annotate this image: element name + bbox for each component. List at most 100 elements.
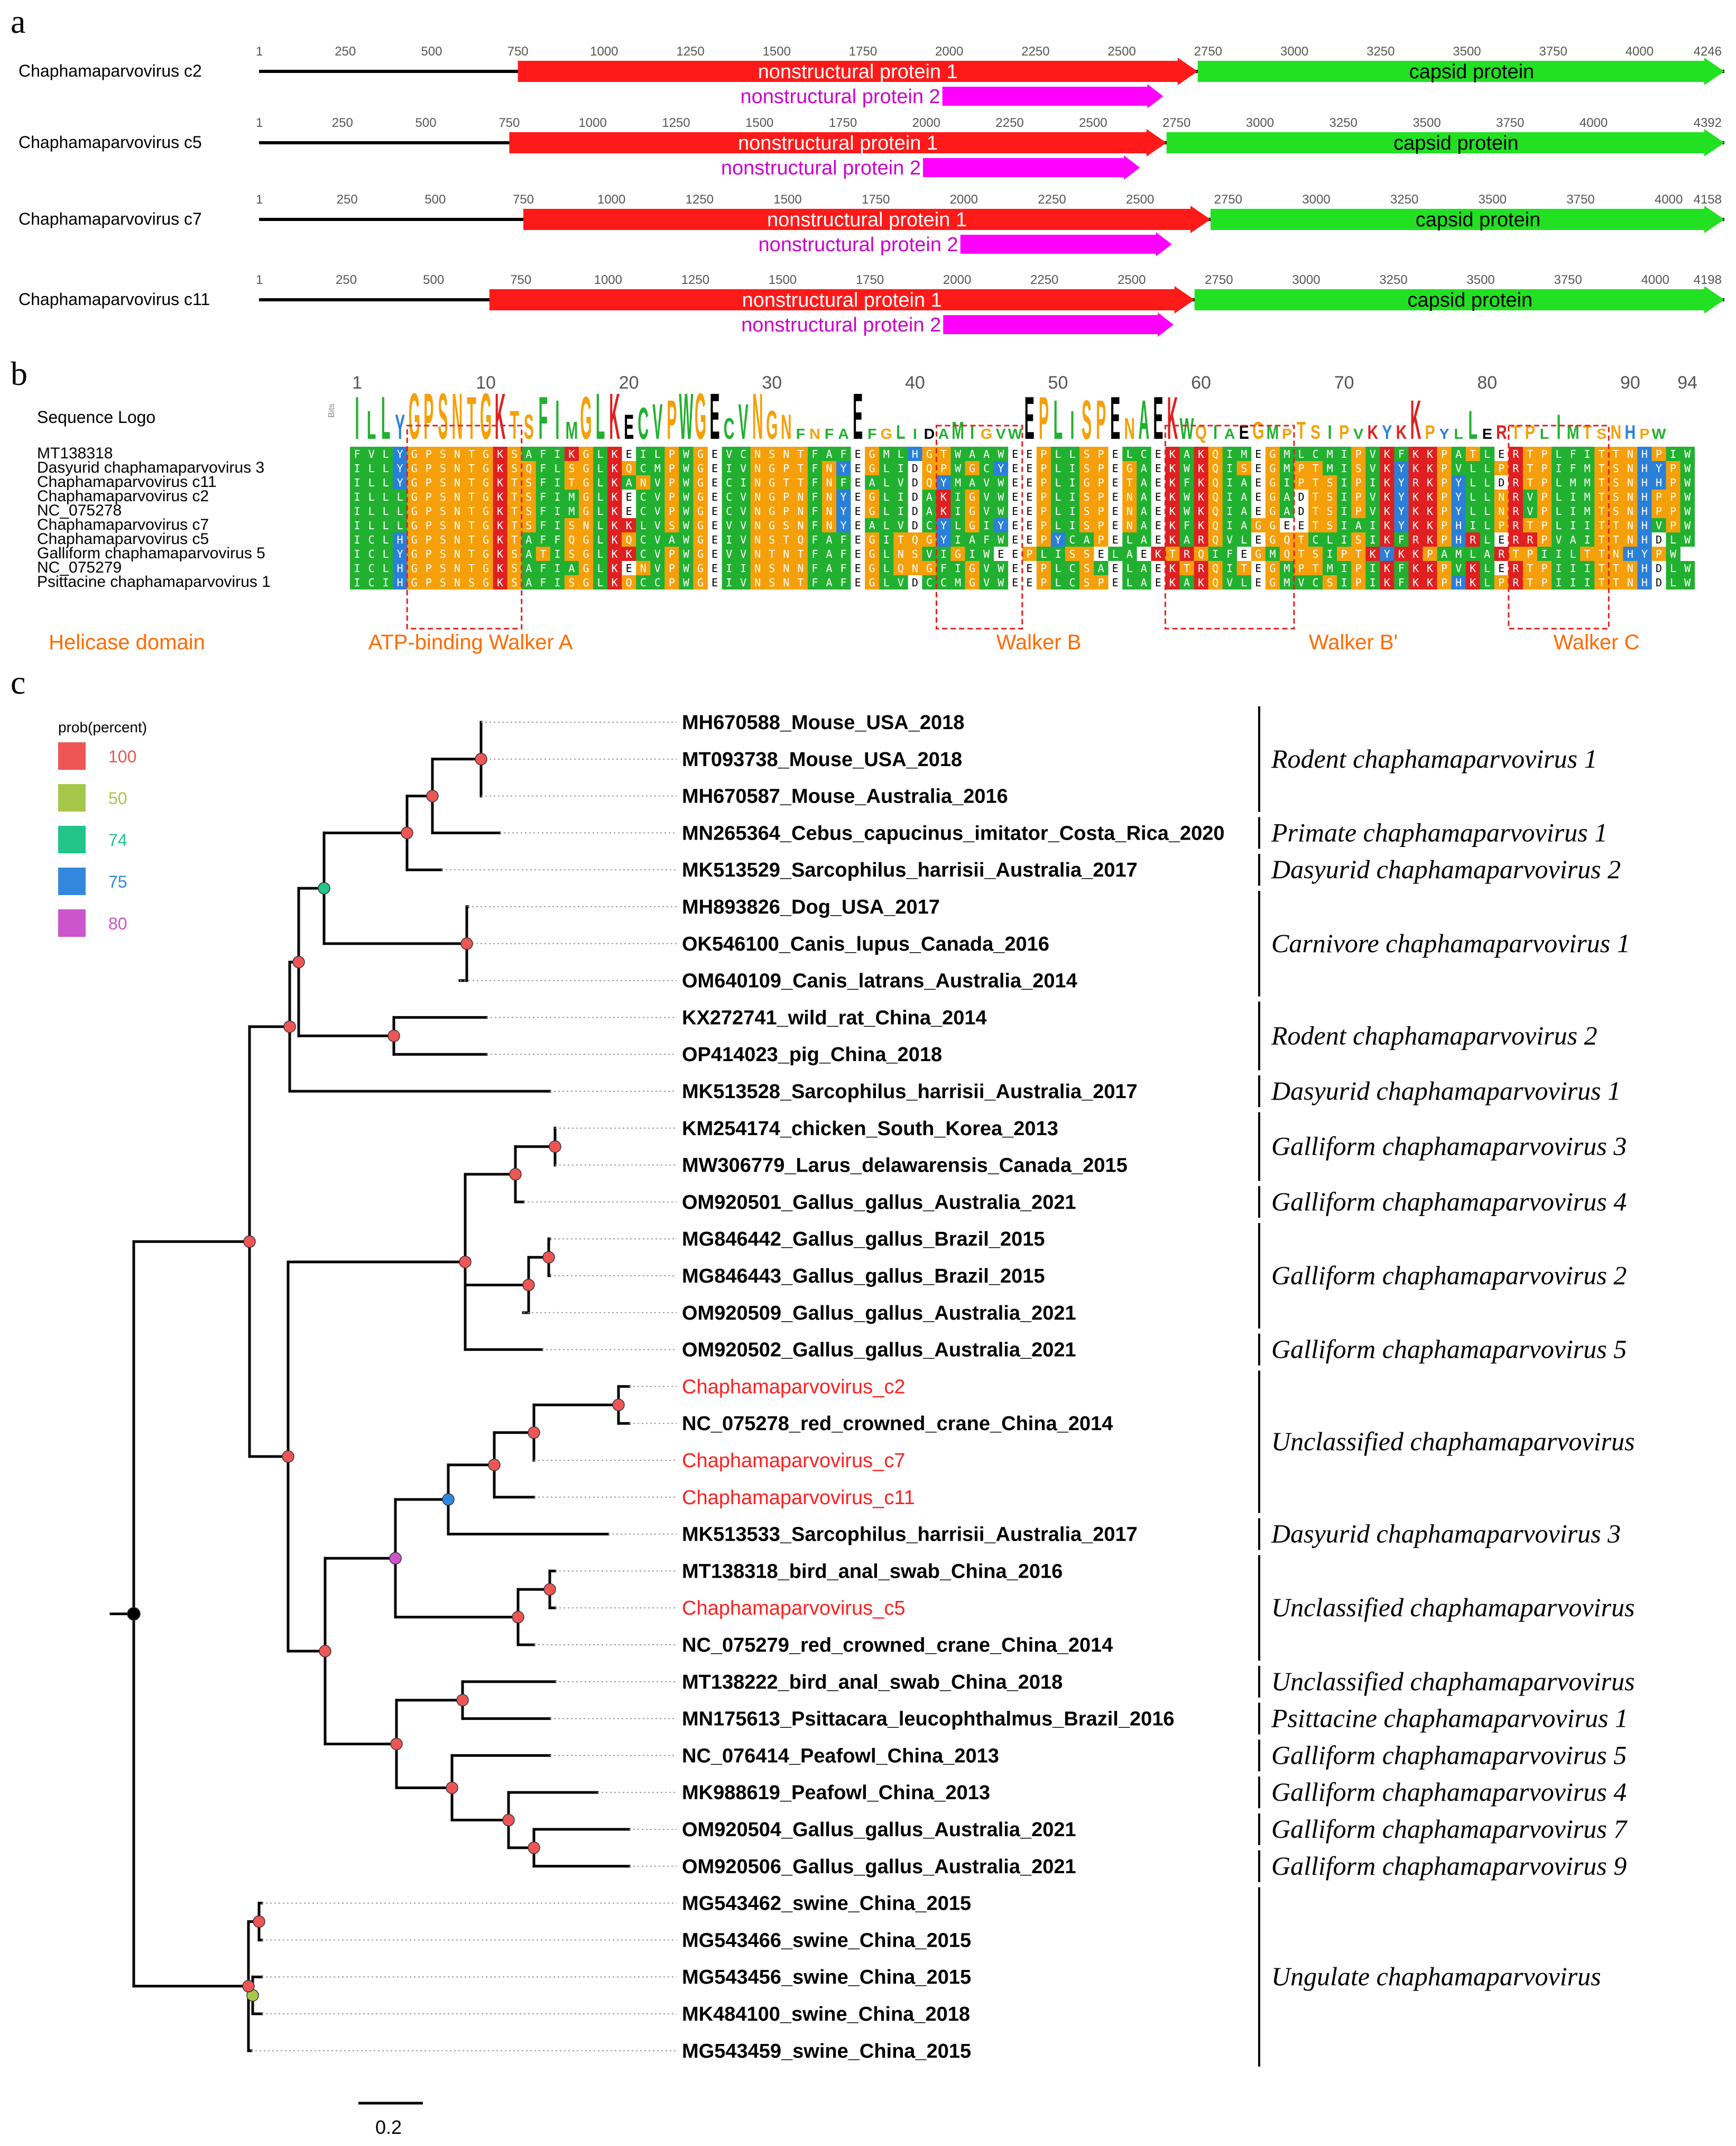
residue-cell — [507, 461, 522, 475]
residue: S — [912, 548, 918, 560]
residue: E — [1112, 476, 1119, 489]
residue-cell — [1451, 504, 1466, 518]
residue: N — [783, 562, 789, 575]
residue-cell — [1380, 447, 1395, 461]
logo-letter: T — [1511, 422, 1520, 444]
residue: A — [525, 448, 532, 460]
clade-label: Galliform chaphamaparvovirus 7 — [1271, 1814, 1628, 1844]
residue: G — [483, 448, 489, 460]
tip-label: MG846443_Gallus_gallus_Brazil_2015 — [682, 1265, 1045, 1287]
legend-swatch — [58, 868, 86, 895]
residue-cell — [893, 447, 908, 461]
residue: G — [869, 448, 875, 460]
residue: I — [383, 576, 389, 589]
residue: G — [926, 448, 932, 460]
residue-cell — [1079, 475, 1094, 490]
node-support — [253, 1915, 265, 1928]
residue: W — [998, 491, 1004, 503]
residue-cell — [1279, 475, 1295, 490]
residue: G — [697, 476, 704, 489]
residue: I — [955, 491, 961, 503]
residue: T — [1298, 548, 1304, 560]
residue: G — [411, 548, 418, 560]
residue: G — [583, 448, 589, 460]
residue-cell — [764, 461, 780, 475]
clade-label: Unclassified chaphamaparvovirus — [1271, 1426, 1635, 1456]
residue: L — [1241, 533, 1247, 546]
residue-cell — [564, 447, 579, 461]
residue: I — [554, 519, 560, 532]
residue-cell — [1651, 490, 1666, 504]
residue-cell — [650, 475, 665, 490]
residue-cell — [1637, 504, 1652, 518]
residue: I — [354, 548, 361, 560]
residue: I — [726, 576, 732, 589]
residue: I — [1541, 548, 1547, 560]
residue-cell — [979, 490, 994, 504]
node-support — [292, 955, 305, 969]
sequence-name: Dasyurid chaphamaparvovirus 3 — [37, 459, 264, 476]
residue: L — [1126, 448, 1133, 460]
residue: G — [1269, 505, 1276, 518]
residue-cell — [836, 504, 851, 518]
residue-cell — [364, 461, 379, 475]
residue: C — [983, 462, 990, 475]
residue: W — [683, 448, 690, 460]
residue: H — [1455, 519, 1462, 532]
residue: N — [454, 562, 460, 575]
residue: S — [440, 505, 446, 518]
residue: G — [697, 576, 704, 589]
residue: L — [1556, 505, 1562, 518]
residue: K — [1427, 476, 1433, 489]
logo-letter: N — [809, 426, 820, 441]
residue: N — [754, 519, 761, 532]
ns2-arrow — [960, 232, 1172, 256]
logo-letter: P — [1639, 426, 1649, 441]
residue: V — [1455, 562, 1462, 575]
position-tick: 1750 — [829, 116, 857, 130]
residue: V — [1527, 491, 1533, 503]
residue: E — [855, 476, 861, 489]
residue-cell — [421, 518, 436, 532]
residue: E — [1255, 462, 1261, 475]
residue-cell — [593, 504, 608, 518]
residue-cell — [679, 461, 694, 475]
residue-cell — [1537, 461, 1552, 475]
residue: E — [998, 548, 1004, 560]
residue: K — [1169, 448, 1176, 460]
residue: K — [1155, 548, 1161, 560]
residue: I — [354, 491, 361, 503]
residue: H — [1627, 548, 1633, 560]
logo-letter: S — [438, 381, 448, 454]
residue: N — [826, 462, 832, 475]
residue-cell — [807, 475, 823, 490]
position-tick: 3250 — [1366, 44, 1395, 59]
residue: A — [983, 448, 990, 460]
residue: K — [1412, 462, 1419, 475]
residue-cell — [1623, 504, 1638, 518]
logo-letter: G — [480, 381, 492, 454]
logo-letter: T — [510, 403, 519, 448]
logo-letter: G — [981, 426, 992, 441]
residue: E — [855, 462, 861, 475]
residue: I — [1370, 562, 1376, 575]
residue: I — [1370, 476, 1376, 489]
residue: E — [1012, 576, 1018, 589]
residue: A — [826, 448, 832, 460]
residue-cell — [922, 504, 937, 518]
position-tick: 3750 — [1566, 192, 1594, 207]
tip-label: OM920501_Gallus_gallus_Australia_2021 — [682, 1191, 1076, 1213]
logo-letter: A — [1224, 426, 1235, 441]
residue: A — [826, 576, 832, 589]
residue: M — [1327, 562, 1333, 575]
residue-cell — [478, 504, 493, 518]
residue-cell — [1580, 447, 1595, 461]
residue: E — [1012, 476, 1018, 489]
residue: L — [383, 491, 389, 503]
residue: I — [898, 462, 904, 475]
residue: C — [926, 576, 932, 589]
residue: K — [612, 476, 618, 489]
residue: I — [554, 448, 560, 460]
